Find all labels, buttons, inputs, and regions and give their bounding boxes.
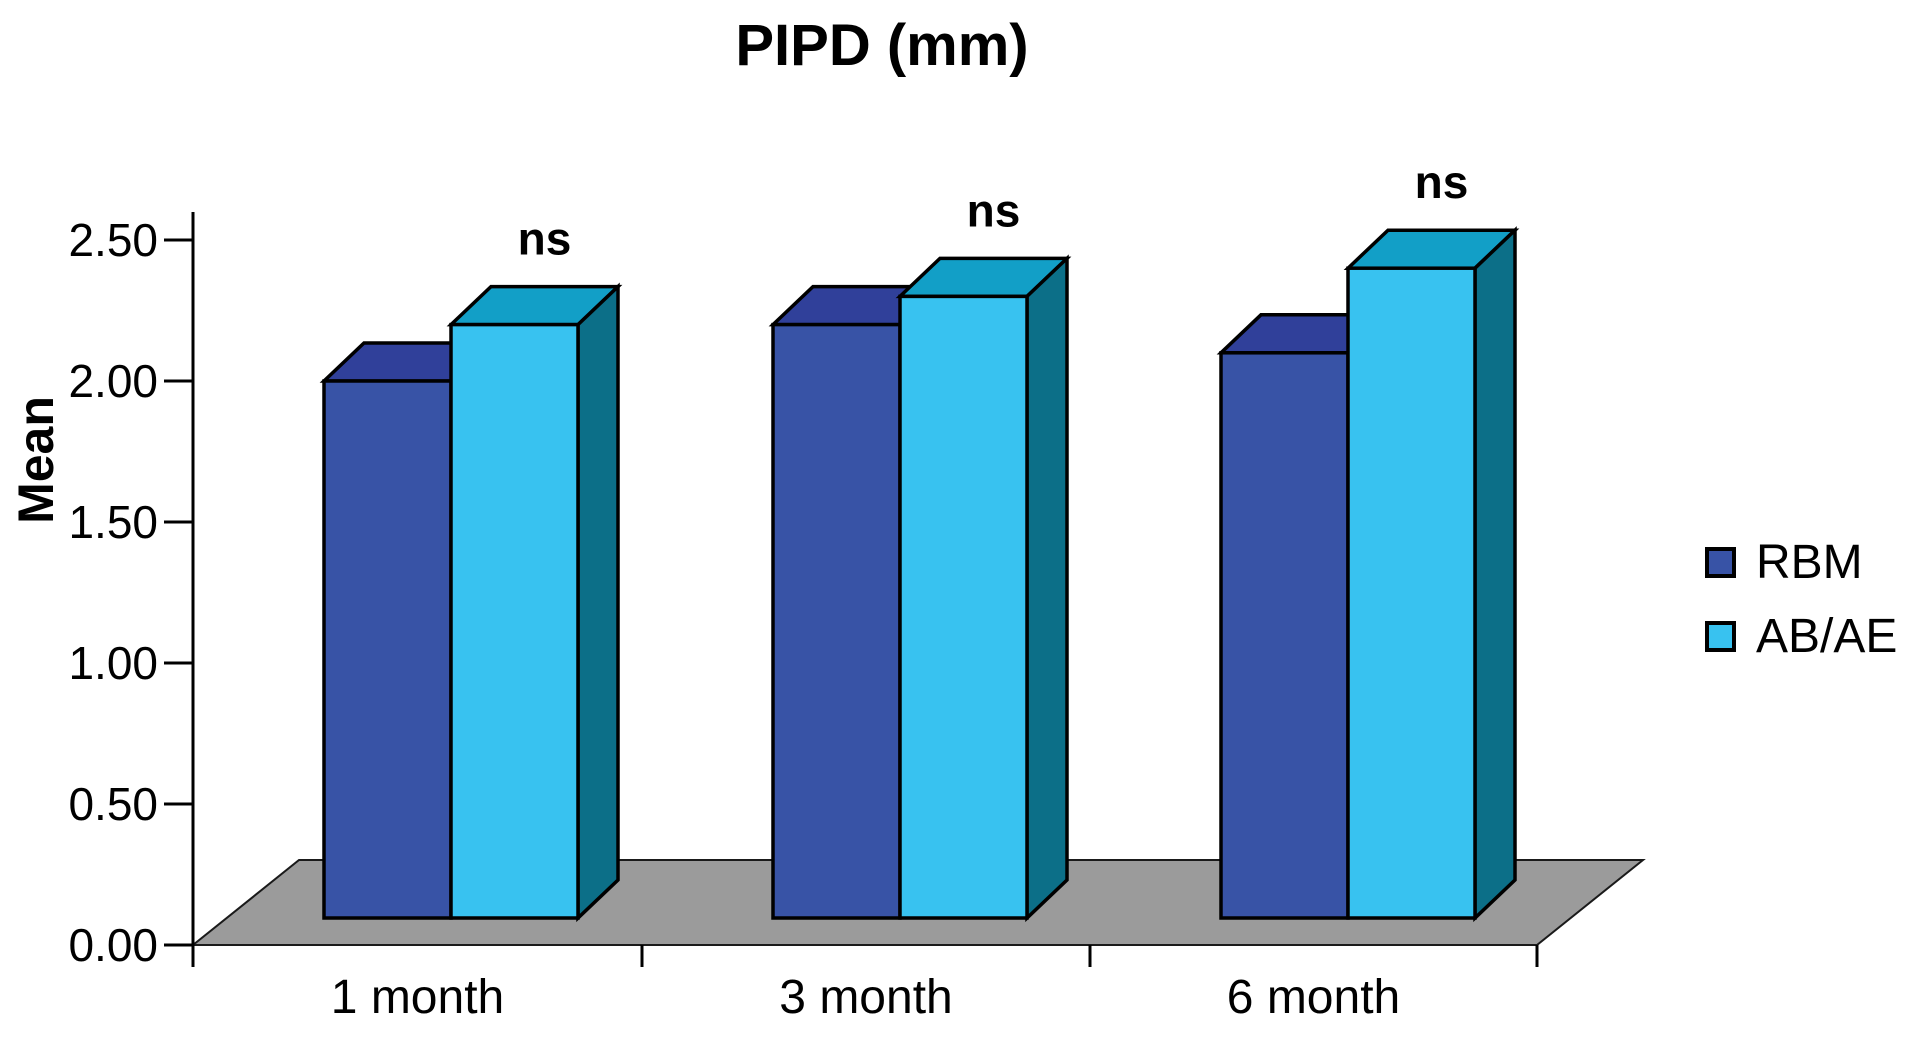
bar-rbm-6-month-front <box>1219 351 1350 920</box>
y-tick-label: 1.00 <box>68 637 158 689</box>
legend-item-abae: AB/AE <box>1705 610 1898 663</box>
x-category-label: 3 month <box>779 971 952 1024</box>
y-tick-label: 1.50 <box>68 496 158 548</box>
y-tick-label: 2.00 <box>68 355 158 407</box>
legend-swatch-abae-icon <box>1705 621 1736 652</box>
legend: RBM AB/AE <box>1705 536 1898 663</box>
y-tick-label: 0.50 <box>68 778 158 830</box>
bar-abae-3-month-side <box>1025 254 1069 923</box>
ns-annotation: ns <box>1415 156 1469 208</box>
ns-annotation: ns <box>518 213 572 265</box>
legend-label-abae: AB/AE <box>1756 610 1898 663</box>
y-tick-label: 2.50 <box>68 214 158 266</box>
legend-swatch-rbm-icon <box>1705 547 1736 578</box>
legend-item-rbm: RBM <box>1705 536 1897 589</box>
bar-rbm-3-month-front <box>771 322 902 920</box>
bar-abae-3-month-front <box>898 294 1029 920</box>
x-category-label: 1 month <box>331 971 504 1024</box>
ns-annotation: ns <box>967 184 1021 236</box>
bar-abae-1-month-front <box>449 322 580 920</box>
x-category-label: 6 month <box>1227 971 1400 1024</box>
legend-label-rbm: RBM <box>1756 536 1863 589</box>
bar-rbm-1-month-front <box>322 379 453 920</box>
chart-title: PIPD (mm) <box>735 13 1029 78</box>
bar-abae-1-month-side <box>576 282 620 923</box>
bar-abae-6-month-side <box>1473 226 1517 923</box>
y-tick-label: 0.00 <box>68 919 158 971</box>
bar-abae-6-month-front <box>1346 266 1477 920</box>
